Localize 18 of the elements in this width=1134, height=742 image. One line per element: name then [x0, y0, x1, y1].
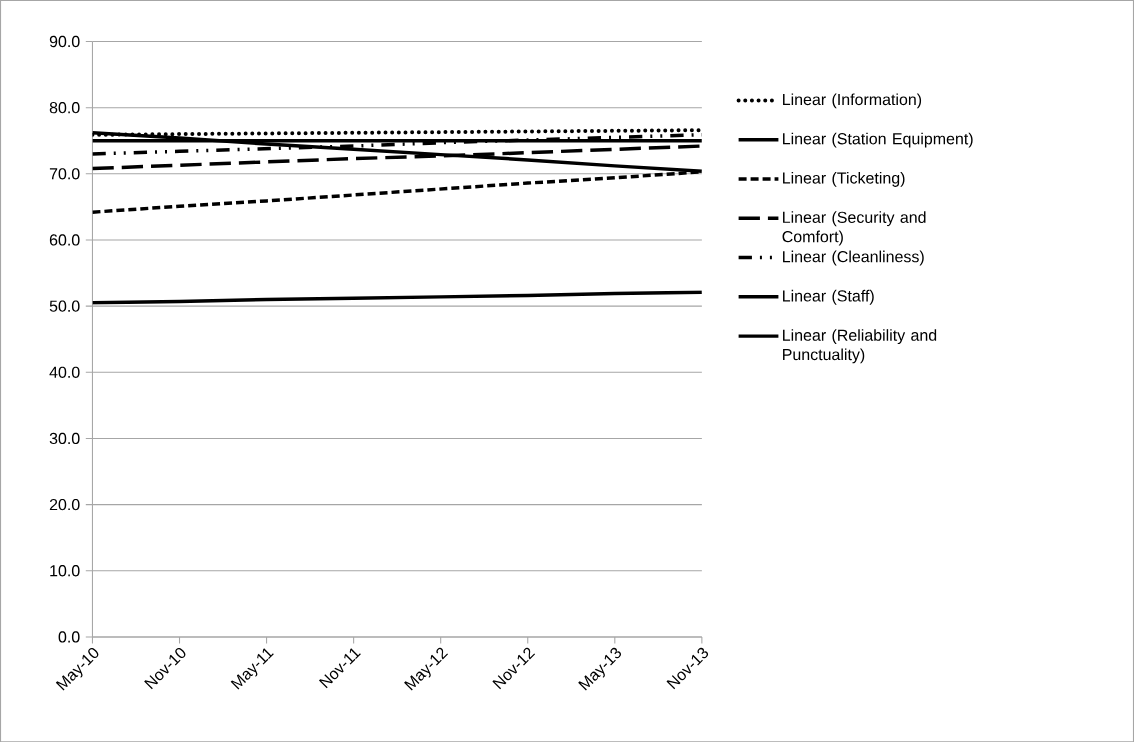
legend-label: Linear (Security and Comfort) [782, 211, 926, 246]
y-tick-label: 0.0 [58, 631, 80, 643]
y-tick-label: 50.0 [49, 300, 80, 312]
legend-label: Linear (Staff) [783, 289, 874, 305]
y-tick-label: 20.0 [49, 498, 80, 511]
line-series [92, 290, 702, 305]
y-tick-label: 90.0 [49, 35, 80, 47]
legend-label: Linear (Cleanliness) [783, 250, 924, 266]
y-tick-label: 10.0 [50, 564, 80, 577]
y-tick-label: 80.0 [49, 101, 80, 114]
legend-label: Linear (Ticketing) [783, 171, 905, 187]
legend-label: Linear (Station Equipment) [783, 132, 973, 148]
legend-label: Linear (Reliability and Punctuality) [783, 328, 937, 364]
y-tick-label: 40.0 [49, 366, 80, 378]
y-tick-label: 30.0 [49, 432, 80, 444]
legend-label: Linear (Information) [783, 93, 922, 109]
y-tick-label: 60.0 [49, 234, 80, 246]
y-tick-label: 70.0 [49, 167, 80, 180]
